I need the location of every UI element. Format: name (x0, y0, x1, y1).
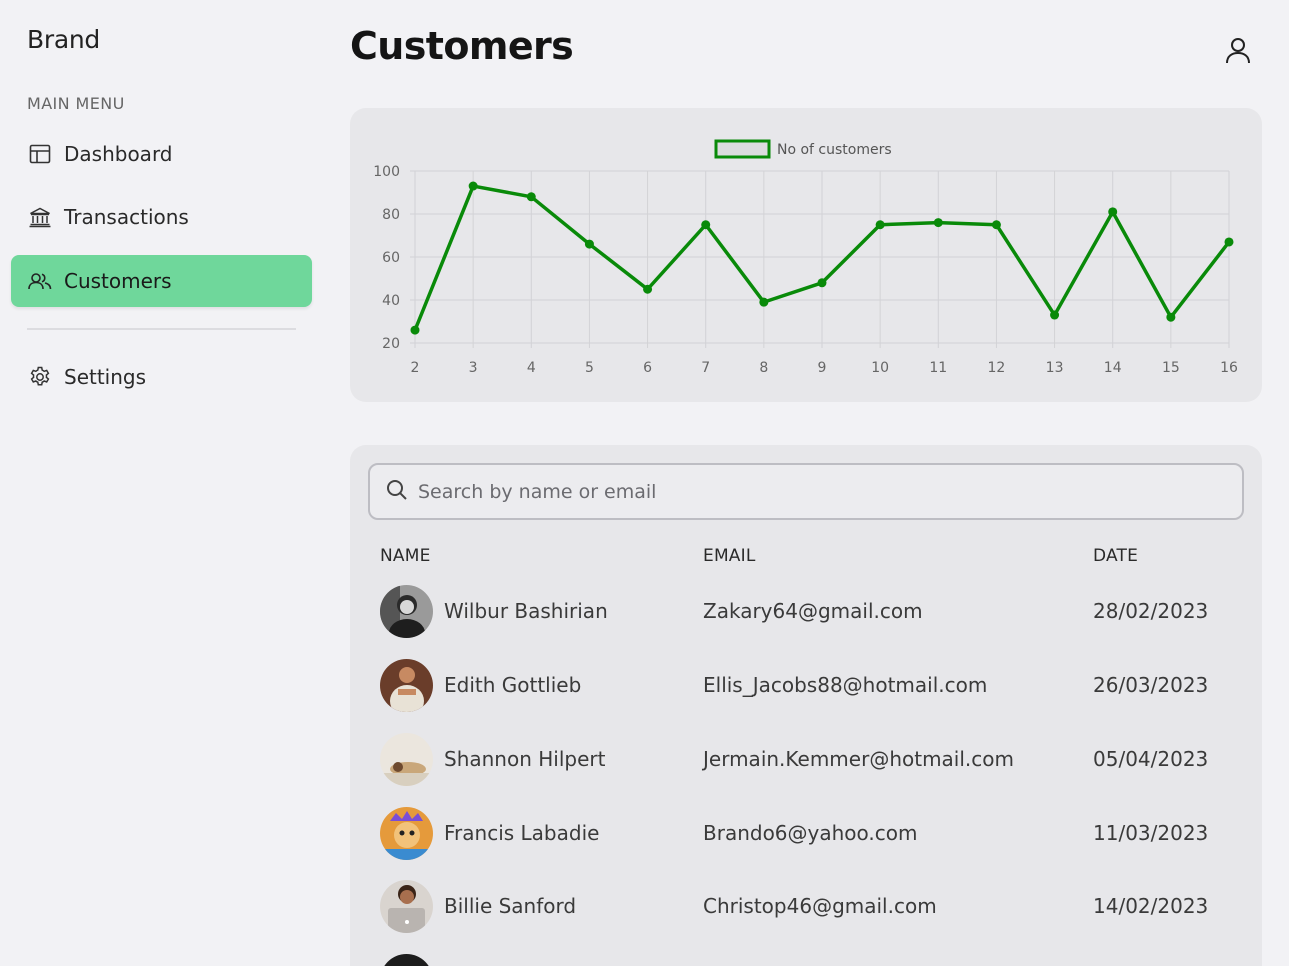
customer-email: Christop46@gmail.com (703, 894, 937, 918)
x-tick-label: 16 (1220, 360, 1238, 376)
column-header-name[interactable]: NAME (380, 546, 431, 566)
table-row[interactable]: Shannon Hilpert Jermain.Kemmer@hotmail.c… (380, 733, 1240, 793)
bank-icon (27, 204, 53, 230)
column-header-email[interactable]: EMAIL (703, 546, 756, 566)
data-point (1108, 207, 1118, 217)
users-icon (27, 268, 53, 294)
table-row[interactable] (380, 954, 1240, 966)
x-tick-label: 3 (469, 360, 478, 376)
customer-name: Francis Labadie (444, 821, 600, 845)
customer-name: Wilbur Bashirian (444, 599, 608, 623)
y-tick-label: 100 (373, 164, 400, 180)
customer-email: Brando6@yahoo.com (703, 821, 918, 845)
x-tick-label: 13 (1046, 360, 1064, 376)
customer-name: Edith Gottlieb (444, 673, 582, 697)
customers-table-card: NAME EMAIL DATE Wilbur Bashirian Zakary6… (350, 445, 1262, 966)
dashboard-icon (27, 141, 53, 167)
user-icon[interactable] (1222, 34, 1254, 66)
x-tick-label: 5 (585, 360, 594, 376)
page-title: Customers (350, 24, 574, 68)
customer-date: 05/04/2023 (1093, 747, 1209, 771)
y-tick-label: 80 (382, 207, 400, 223)
customer-date: 11/03/2023 (1093, 821, 1209, 845)
customer-email: Ellis_Jacobs88@hotmail.com (703, 673, 988, 697)
data-point (1166, 312, 1176, 322)
customers-line-chart: 2 3 4 5 6 7 8 9 10 11 12 13 14 15 16 20 40 60 80 100 No of c… (373, 139, 1238, 376)
customer-date: 26/03/2023 (1093, 673, 1209, 697)
avatar (380, 807, 433, 860)
data-point (817, 278, 827, 288)
data-point (410, 325, 420, 335)
customers-chart-card: 2 3 4 5 6 7 8 9 10 11 12 13 14 15 16 20 40 60 80 100 No of c… (350, 108, 1262, 402)
data-point (1050, 310, 1060, 320)
customer-email: Zakary64@gmail.com (703, 599, 923, 623)
table-row[interactable]: Wilbur Bashirian Zakary64@gmail.com 28/0… (380, 585, 1240, 645)
table-row[interactable]: Billie Sanford Christop46@gmail.com 14/0… (380, 880, 1240, 940)
main-menu-title: MAIN MENU (27, 94, 125, 113)
data-point (468, 181, 478, 191)
legend-swatch (714, 139, 771, 159)
y-tick-label: 60 (382, 250, 400, 266)
sidebar: Brand MAIN MENU Dashboard Transactions C… (0, 0, 330, 966)
sidebar-item-label: Transactions (64, 205, 189, 229)
x-tick-label: 2 (411, 360, 420, 376)
data-point (701, 220, 711, 230)
sidebar-item-dashboard[interactable]: Dashboard (11, 128, 312, 180)
data-point (875, 220, 885, 230)
data-point (643, 284, 653, 294)
search-input[interactable] (418, 480, 1218, 503)
sidebar-item-label: Customers (64, 269, 172, 293)
x-tick-label: 7 (701, 360, 710, 376)
customer-date: 28/02/2023 (1093, 599, 1209, 623)
sidebar-divider (27, 328, 296, 330)
x-tick-label: 9 (818, 360, 827, 376)
column-header-date[interactable]: DATE (1093, 546, 1139, 566)
avatar (380, 954, 433, 966)
y-tick-label: 20 (382, 336, 400, 352)
x-tick-label: 11 (929, 360, 947, 376)
data-point (933, 218, 943, 228)
x-tick-label: 12 (988, 360, 1006, 376)
search-icon (386, 479, 408, 505)
gear-icon (27, 364, 53, 390)
sidebar-item-transactions[interactable]: Transactions (11, 191, 312, 243)
avatar (380, 733, 433, 786)
x-tick-label: 6 (643, 360, 652, 376)
data-point (584, 239, 594, 249)
data-point (1224, 237, 1234, 247)
table-row[interactable]: Francis Labadie Brando6@yahoo.com 11/03/… (380, 807, 1240, 867)
data-point (526, 192, 536, 202)
x-tick-label: 15 (1162, 360, 1180, 376)
x-tick-label: 10 (871, 360, 889, 376)
customer-name: Shannon Hilpert (444, 747, 606, 771)
customer-name: Billie Sanford (444, 894, 577, 918)
data-point (991, 220, 1001, 230)
customer-email: Jermain.Kemmer@hotmail.com (703, 747, 1014, 771)
customer-date: 14/02/2023 (1093, 894, 1209, 918)
x-tick-label: 14 (1104, 360, 1122, 376)
brand-logo[interactable]: Brand (27, 25, 100, 54)
sidebar-item-settings[interactable]: Settings (11, 351, 312, 403)
legend-label: No of customers (777, 142, 892, 158)
sidebar-item-label: Settings (64, 365, 147, 389)
data-point (759, 297, 769, 307)
sidebar-item-label: Dashboard (64, 142, 173, 166)
avatar (380, 880, 433, 933)
y-tick-label: 40 (382, 293, 400, 309)
avatar (380, 585, 433, 638)
avatar (380, 659, 433, 712)
sidebar-item-customers[interactable]: Customers (11, 255, 312, 307)
x-tick-label: 4 (527, 360, 536, 376)
x-tick-label: 8 (759, 360, 768, 376)
table-row[interactable]: Edith Gottlieb Ellis_Jacobs88@hotmail.co… (380, 659, 1240, 719)
search-box[interactable] (368, 463, 1244, 520)
